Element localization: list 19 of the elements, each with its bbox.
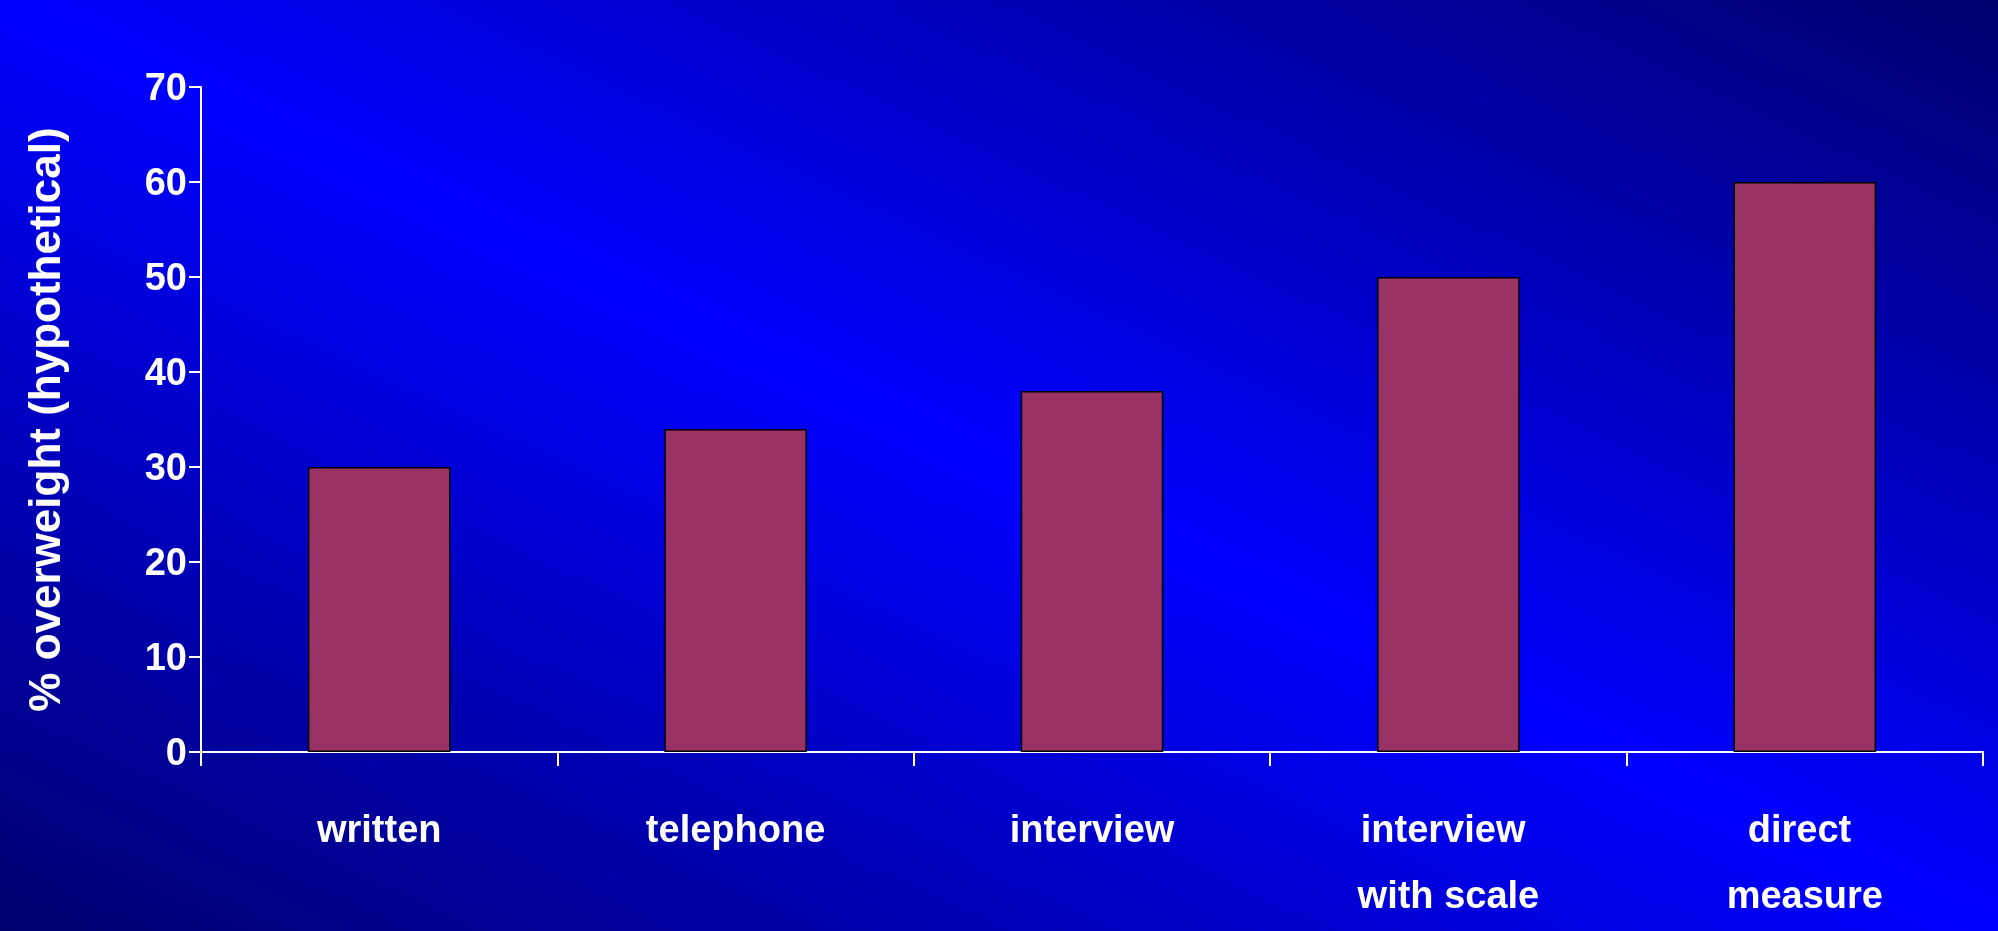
- y-tick-label: 40: [144, 351, 187, 393]
- y-tick-label: 30: [144, 446, 187, 488]
- y-tick-label: 50: [144, 256, 187, 298]
- y-tick-label: 10: [144, 636, 187, 678]
- y-tick-label: 0: [165, 731, 187, 773]
- x-tick-label: direct measure: [1726, 808, 1883, 916]
- bar: [1020, 391, 1164, 752]
- y-tick-label: 20: [144, 541, 187, 583]
- bar: [664, 429, 807, 752]
- x-tick-label: written: [315, 808, 442, 850]
- x-tick-label: interview with scale: [1356, 808, 1540, 916]
- y-axis-title: % overweight (hypothetical): [19, 127, 69, 712]
- y-tick-label: 60: [144, 161, 187, 203]
- bar: [1377, 277, 1520, 752]
- x-tick-label: telephone: [645, 808, 826, 850]
- x-tick-label: interview: [1009, 808, 1175, 850]
- bar: [307, 467, 451, 752]
- y-tick-label: 70: [144, 66, 187, 108]
- bar: [1733, 182, 1877, 752]
